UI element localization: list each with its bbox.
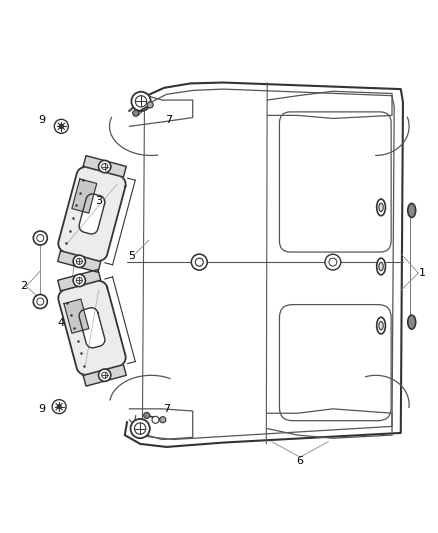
Text: 7: 7 xyxy=(163,404,170,414)
Circle shape xyxy=(102,372,108,378)
Circle shape xyxy=(54,119,68,133)
Polygon shape xyxy=(72,179,97,213)
Text: 1: 1 xyxy=(419,268,426,278)
Circle shape xyxy=(144,413,150,418)
Circle shape xyxy=(152,416,159,423)
Ellipse shape xyxy=(379,262,383,271)
Circle shape xyxy=(99,369,111,381)
Text: 9: 9 xyxy=(38,404,45,414)
Polygon shape xyxy=(64,299,89,333)
Circle shape xyxy=(191,254,207,270)
Polygon shape xyxy=(58,167,126,261)
Text: 7: 7 xyxy=(165,115,172,125)
Circle shape xyxy=(160,417,166,423)
Circle shape xyxy=(131,92,151,111)
Circle shape xyxy=(76,277,82,284)
Circle shape xyxy=(102,164,108,169)
Ellipse shape xyxy=(377,317,385,334)
Ellipse shape xyxy=(379,203,383,212)
Text: 6: 6 xyxy=(297,456,304,466)
Circle shape xyxy=(329,258,337,266)
Circle shape xyxy=(147,102,153,108)
Polygon shape xyxy=(58,251,101,272)
Ellipse shape xyxy=(377,258,385,275)
Polygon shape xyxy=(58,270,101,291)
Polygon shape xyxy=(58,281,126,375)
Circle shape xyxy=(59,124,64,128)
Circle shape xyxy=(131,419,150,438)
Text: 5: 5 xyxy=(128,251,135,261)
Circle shape xyxy=(99,160,111,173)
Circle shape xyxy=(57,405,61,409)
Circle shape xyxy=(37,235,44,241)
Circle shape xyxy=(195,258,203,266)
Circle shape xyxy=(33,231,47,245)
Circle shape xyxy=(76,259,82,264)
Text: 3: 3 xyxy=(95,196,102,206)
Circle shape xyxy=(191,254,207,270)
Ellipse shape xyxy=(408,315,416,329)
Circle shape xyxy=(325,254,341,270)
Ellipse shape xyxy=(377,199,385,216)
Text: 9: 9 xyxy=(38,115,45,125)
Circle shape xyxy=(134,423,146,434)
Circle shape xyxy=(133,110,139,116)
Circle shape xyxy=(73,274,85,287)
Ellipse shape xyxy=(408,204,416,217)
Polygon shape xyxy=(83,365,126,386)
Ellipse shape xyxy=(379,321,383,330)
Circle shape xyxy=(52,400,66,414)
Circle shape xyxy=(195,258,203,266)
Circle shape xyxy=(33,295,47,309)
Circle shape xyxy=(73,255,85,268)
Text: 2: 2 xyxy=(21,281,28,291)
Polygon shape xyxy=(83,156,126,177)
Circle shape xyxy=(37,298,44,305)
Polygon shape xyxy=(79,194,105,234)
Circle shape xyxy=(135,96,147,107)
Polygon shape xyxy=(79,308,105,348)
Text: 4: 4 xyxy=(58,318,65,328)
